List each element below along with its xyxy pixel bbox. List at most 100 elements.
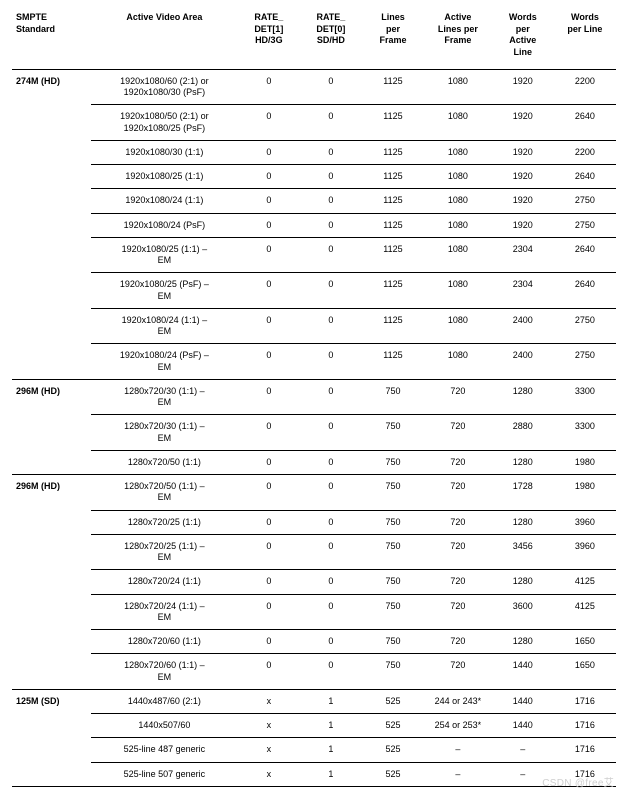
cell-wpl: 3960 bbox=[554, 510, 616, 534]
cell-lpf: 750 bbox=[362, 379, 424, 415]
cell-wpl: 4125 bbox=[554, 570, 616, 594]
cell-wpl: 1980 bbox=[554, 450, 616, 474]
cell-standard bbox=[12, 714, 91, 738]
cell-wpl: 2640 bbox=[554, 273, 616, 309]
cell-r1: 0 bbox=[238, 570, 300, 594]
cell-r0: 0 bbox=[300, 475, 362, 511]
table-row: 1440x507/60x1525254 or 253*14401716 bbox=[12, 714, 616, 738]
cell-standard bbox=[12, 594, 91, 630]
cell-alpf: 720 bbox=[424, 415, 492, 451]
cell-va: 525-line 507 generic bbox=[91, 762, 238, 786]
table-row: 1920x1080/24 (PsF) –EM001125108024002750 bbox=[12, 344, 616, 380]
cell-r1: 0 bbox=[238, 510, 300, 534]
cell-va: 1280x720/60 (1:1) bbox=[91, 630, 238, 654]
cell-wpl: 1716 bbox=[554, 714, 616, 738]
cell-va: 1920x1080/24 (PsF) –EM bbox=[91, 344, 238, 380]
cell-standard bbox=[12, 213, 91, 237]
cell-wpl: 2640 bbox=[554, 165, 616, 189]
cell-r0: 1 bbox=[300, 762, 362, 786]
cell-alpf: 1080 bbox=[424, 105, 492, 141]
cell-alpf: 720 bbox=[424, 570, 492, 594]
cell-wpal: 1920 bbox=[492, 165, 554, 189]
cell-r0: 1 bbox=[300, 689, 362, 713]
cell-wpal: 2400 bbox=[492, 308, 554, 344]
cell-wpl: 2200 bbox=[554, 69, 616, 105]
col-header: RATE_DET[0]SD/HD bbox=[300, 8, 362, 69]
cell-va: 1280x720/24 (1:1) bbox=[91, 570, 238, 594]
cell-r0: 0 bbox=[300, 570, 362, 594]
cell-r1: 0 bbox=[238, 594, 300, 630]
cell-wpl: 2640 bbox=[554, 237, 616, 273]
cell-alpf: 254 or 253* bbox=[424, 714, 492, 738]
cell-wpl: 2750 bbox=[554, 308, 616, 344]
cell-wpal: 1920 bbox=[492, 69, 554, 105]
cell-wpal: 2304 bbox=[492, 273, 554, 309]
cell-lpf: 525 bbox=[362, 689, 424, 713]
cell-standard bbox=[12, 165, 91, 189]
cell-alpf: 1080 bbox=[424, 69, 492, 105]
cell-standard bbox=[12, 762, 91, 786]
cell-r0: 0 bbox=[300, 654, 362, 690]
cell-va: 1920x1080/30 (1:1) bbox=[91, 140, 238, 164]
cell-alpf: 720 bbox=[424, 534, 492, 570]
cell-va: 1280x720/25 (1:1) bbox=[91, 510, 238, 534]
cell-r0: 0 bbox=[300, 344, 362, 380]
cell-r1: 0 bbox=[238, 165, 300, 189]
table-row: 1280x720/24 (1:1) –EM0075072036004125 bbox=[12, 594, 616, 630]
cell-wpl: 1716 bbox=[554, 689, 616, 713]
cell-lpf: 1125 bbox=[362, 213, 424, 237]
cell-r0: 0 bbox=[300, 273, 362, 309]
cell-r0: 1 bbox=[300, 714, 362, 738]
cell-standard bbox=[12, 654, 91, 690]
cell-wpal: 1920 bbox=[492, 105, 554, 141]
cell-wpl: 2750 bbox=[554, 189, 616, 213]
cell-r1: 0 bbox=[238, 379, 300, 415]
cell-va: 1280x720/60 (1:1) –EM bbox=[91, 654, 238, 690]
table-row: 1920x1080/25 (PsF) –EM001125108023042640 bbox=[12, 273, 616, 309]
cell-wpal: 1440 bbox=[492, 714, 554, 738]
cell-lpf: 1125 bbox=[362, 189, 424, 213]
cell-wpal: 1728 bbox=[492, 475, 554, 511]
cell-r0: 0 bbox=[300, 165, 362, 189]
cell-wpl: 2750 bbox=[554, 213, 616, 237]
cell-lpf: 1125 bbox=[362, 165, 424, 189]
cell-r0: 0 bbox=[300, 630, 362, 654]
cell-alpf: 720 bbox=[424, 510, 492, 534]
cell-alpf: 720 bbox=[424, 450, 492, 474]
cell-r1: 0 bbox=[238, 189, 300, 213]
cell-wpl: 1716 bbox=[554, 762, 616, 786]
cell-va: 1920x1080/25 (1:1) –EM bbox=[91, 237, 238, 273]
cell-va: 1280x720/50 (1:1) –EM bbox=[91, 475, 238, 511]
cell-r1: 0 bbox=[238, 344, 300, 380]
cell-lpf: 750 bbox=[362, 510, 424, 534]
cell-r0: 0 bbox=[300, 379, 362, 415]
cell-r1: 0 bbox=[238, 69, 300, 105]
cell-wpl: 3300 bbox=[554, 415, 616, 451]
col-header: ActiveLines perFrame bbox=[424, 8, 492, 69]
cell-r1: x bbox=[238, 689, 300, 713]
table-row: 296M (HD)1280x720/50 (1:1) –EM0075072017… bbox=[12, 475, 616, 511]
cell-lpf: 750 bbox=[362, 475, 424, 511]
table-row: 1920x1080/24 (1:1)001125108019202750 bbox=[12, 189, 616, 213]
table-row: 1280x720/25 (1:1) –EM0075072034563960 bbox=[12, 534, 616, 570]
cell-standard: 296M (HD) bbox=[12, 379, 91, 415]
col-header: SMPTEStandard bbox=[12, 8, 91, 69]
cell-wpal: 1280 bbox=[492, 379, 554, 415]
table-row: 1280x720/30 (1:1) –EM0075072028803300 bbox=[12, 415, 616, 451]
cell-lpf: 750 bbox=[362, 594, 424, 630]
cell-standard bbox=[12, 344, 91, 380]
cell-r1: 0 bbox=[238, 140, 300, 164]
table-row: 1920x1080/25 (1:1)001125108019202640 bbox=[12, 165, 616, 189]
cell-r0: 0 bbox=[300, 105, 362, 141]
cell-lpf: 525 bbox=[362, 738, 424, 762]
cell-r1: 0 bbox=[238, 213, 300, 237]
cell-r0: 0 bbox=[300, 213, 362, 237]
cell-standard bbox=[12, 237, 91, 273]
cell-r0: 0 bbox=[300, 189, 362, 213]
cell-standard: 274M (HD) bbox=[12, 69, 91, 105]
table-row: 1920x1080/24 (PsF)001125108019202750 bbox=[12, 213, 616, 237]
table-row: 1280x720/50 (1:1)0075072012801980 bbox=[12, 450, 616, 474]
cell-r1: 0 bbox=[238, 654, 300, 690]
col-header: Active Video Area bbox=[91, 8, 238, 69]
table-row: 1920x1080/50 (2:1) or1920x1080/25 (PsF)0… bbox=[12, 105, 616, 141]
